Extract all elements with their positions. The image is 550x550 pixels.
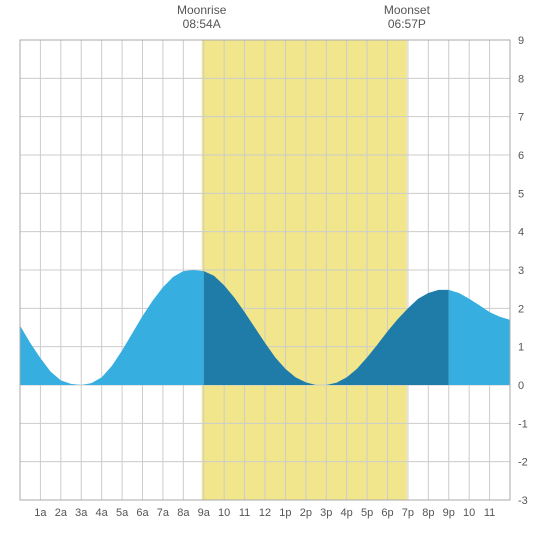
x-tick-label: 7a	[157, 507, 170, 519]
y-tick-label: 1	[518, 342, 524, 354]
y-tick-label: 7	[518, 112, 524, 124]
x-tick-label: 8p	[422, 507, 434, 519]
y-tick-label: 0	[518, 380, 524, 392]
y-tick-label: -1	[518, 418, 528, 430]
x-tick-label: 4p	[341, 507, 353, 519]
tide-chart: -3-2-101234567891a2a3a4a5a6a7a8a9a101112…	[0, 0, 550, 550]
x-tick-label: 10	[218, 507, 230, 519]
x-tick-label: 9p	[443, 507, 455, 519]
x-tick-label: 5p	[361, 507, 373, 519]
x-tick-label: 10	[463, 507, 475, 519]
x-tick-label: 3a	[75, 507, 88, 519]
x-tick-label: 2a	[55, 507, 68, 519]
x-tick-label: 7p	[402, 507, 414, 519]
x-tick-label: 5a	[116, 507, 129, 519]
x-tick-label: 6p	[381, 507, 393, 519]
x-tick-label: 1a	[34, 507, 47, 519]
x-tick-label: 12	[259, 507, 271, 519]
y-tick-label: -2	[518, 457, 528, 469]
chart-svg: -3-2-101234567891a2a3a4a5a6a7a8a9a101112…	[0, 0, 550, 550]
x-tick-label: 9a	[198, 507, 211, 519]
x-tick-label: 2p	[300, 507, 312, 519]
y-tick-label: 8	[518, 73, 524, 85]
x-tick-label: 3p	[320, 507, 332, 519]
y-tick-label: -3	[518, 495, 528, 507]
x-tick-label: 11	[484, 507, 495, 519]
y-tick-label: 4	[518, 227, 524, 239]
x-tick-label: 1p	[279, 507, 291, 519]
moonset-time: 06:57P	[388, 17, 426, 31]
moonrise-title: Moonrise	[177, 3, 227, 17]
x-tick-label: 6a	[136, 507, 149, 519]
x-tick-label: 4a	[96, 507, 109, 519]
moonset-title: Moonset	[384, 3, 431, 17]
y-tick-label: 5	[518, 188, 524, 200]
y-tick-label: 9	[518, 35, 524, 47]
x-tick-label: 8a	[177, 507, 190, 519]
y-tick-label: 6	[518, 150, 524, 162]
y-tick-label: 3	[518, 265, 524, 277]
x-tick-label: 11	[239, 507, 250, 519]
moonrise-time: 08:54A	[183, 17, 221, 31]
y-tick-label: 2	[518, 303, 524, 315]
